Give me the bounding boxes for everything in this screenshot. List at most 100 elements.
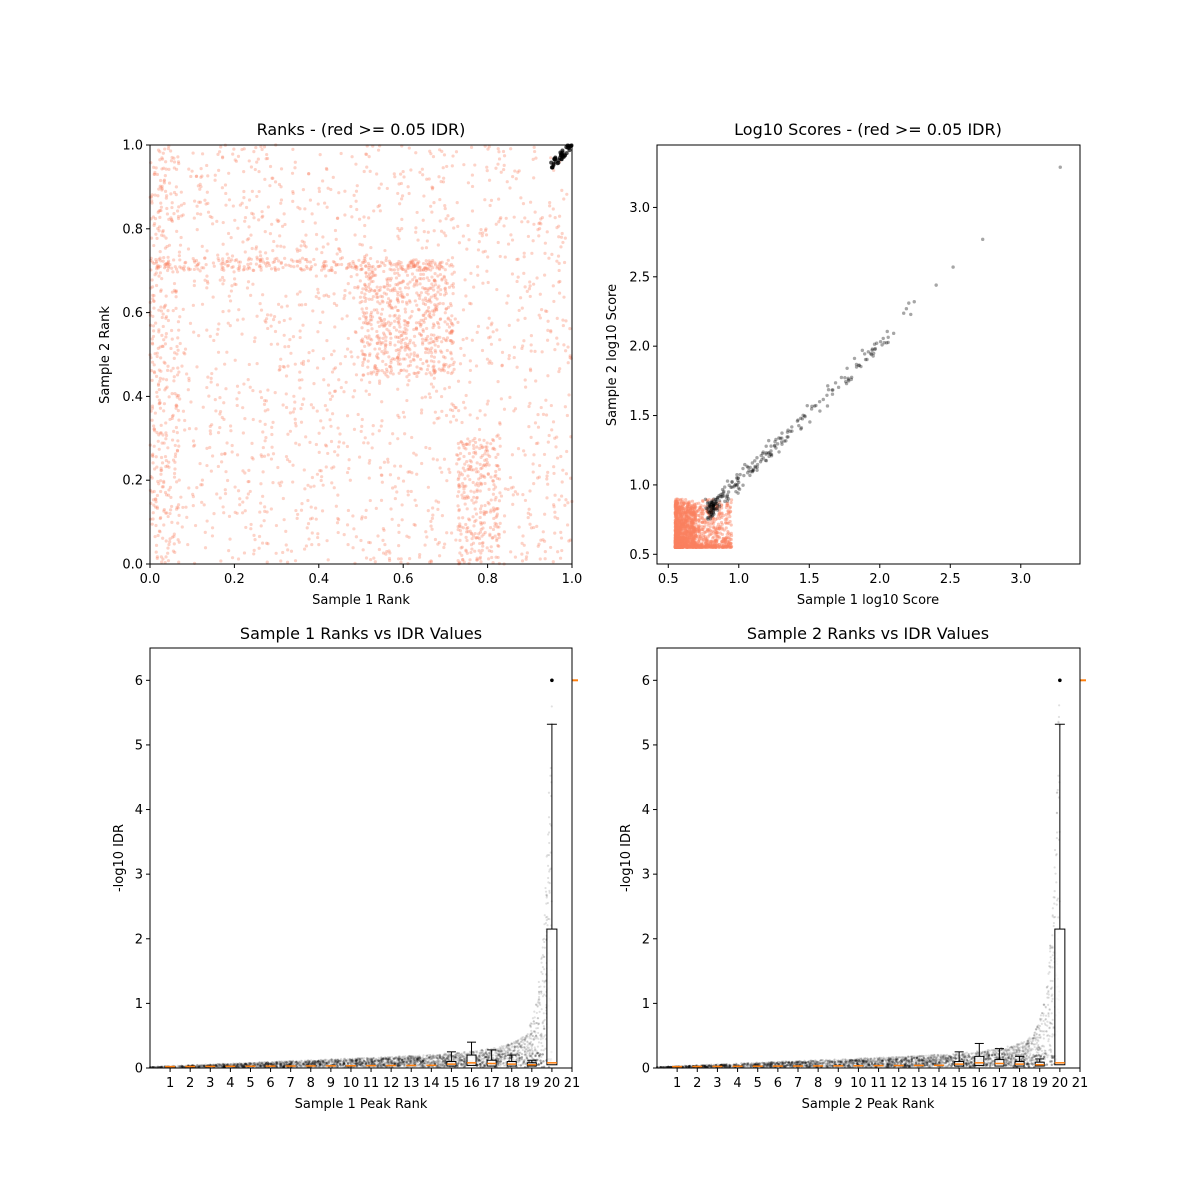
fail-point <box>375 329 379 334</box>
fail-point <box>405 328 409 332</box>
fail-point <box>524 555 529 559</box>
fail-point <box>225 350 229 354</box>
fail-point <box>482 438 486 442</box>
fail-point <box>192 279 197 283</box>
fail-point <box>415 279 419 283</box>
fail-point <box>287 344 291 349</box>
fail-point <box>457 485 461 489</box>
fail-point <box>220 460 224 464</box>
fail-point <box>494 522 499 526</box>
fail-point <box>566 345 570 349</box>
fail-point <box>246 480 250 484</box>
fail-point <box>154 500 158 504</box>
fail-point <box>376 356 380 360</box>
fail-point <box>472 495 476 499</box>
fail-point <box>421 318 425 322</box>
fail-point <box>345 523 350 527</box>
fail-point <box>470 184 475 189</box>
fail-point <box>479 551 483 555</box>
fail-point <box>158 150 162 154</box>
fail-point <box>317 543 321 547</box>
fail-point <box>249 233 253 237</box>
fail-point <box>435 339 439 343</box>
pass-point <box>797 423 801 428</box>
fail-point <box>512 215 516 219</box>
fail-point <box>240 332 244 336</box>
fail-point <box>471 438 475 442</box>
fail-point <box>422 313 426 318</box>
fail-point <box>420 337 425 341</box>
fail-point <box>474 536 478 540</box>
fail-point <box>382 291 386 295</box>
fail-point <box>682 501 687 506</box>
fail-point <box>155 351 159 355</box>
fail-point <box>409 489 413 494</box>
fail-point <box>442 545 446 550</box>
fail-point <box>354 162 358 166</box>
fail-point <box>529 200 533 204</box>
fail-point <box>195 365 199 369</box>
fail-point <box>497 532 501 537</box>
fail-point <box>710 542 714 546</box>
fail-point <box>498 338 502 342</box>
fail-point <box>450 256 455 260</box>
fail-point <box>315 366 320 370</box>
fail-point <box>262 454 267 458</box>
pass-point <box>735 473 739 477</box>
fail-point <box>444 217 448 221</box>
fail-point <box>191 439 196 443</box>
fail-point <box>205 385 209 390</box>
fail-point <box>426 267 431 271</box>
fail-point <box>166 493 171 497</box>
y-tick-label: 2.5 <box>629 270 650 285</box>
fail-point <box>543 241 547 245</box>
fail-point <box>385 186 389 191</box>
pass-point <box>723 485 727 489</box>
x-tick-label: 0.0 <box>140 572 161 587</box>
fail-point <box>683 542 688 546</box>
pass-point <box>734 489 738 494</box>
fail-point <box>164 511 168 515</box>
fail-point <box>506 294 510 298</box>
fail-point <box>157 229 161 233</box>
fail-point <box>403 432 407 436</box>
fail-point <box>251 388 255 393</box>
fail-point <box>462 487 466 491</box>
fail-point <box>424 298 428 303</box>
fail-point <box>528 284 532 288</box>
pass-point <box>878 339 883 344</box>
fail-point <box>232 277 237 281</box>
fail-point <box>155 236 159 240</box>
fail-point <box>485 165 489 169</box>
fail-point <box>229 289 233 293</box>
fail-point <box>151 324 156 328</box>
fail-point <box>270 176 274 180</box>
fail-point <box>369 312 373 317</box>
fail-point <box>522 251 526 255</box>
fail-point <box>400 292 404 297</box>
fail-point <box>167 181 172 185</box>
fail-point <box>326 383 331 387</box>
fail-point <box>397 273 401 277</box>
fail-point <box>526 234 531 239</box>
fail-point <box>159 369 163 373</box>
fail-point <box>233 510 237 514</box>
fail-point <box>413 299 417 303</box>
fail-point <box>422 277 426 281</box>
fail-point <box>363 352 367 357</box>
fail-point <box>472 490 476 494</box>
fail-point <box>449 531 454 535</box>
fail-point <box>231 152 235 156</box>
fail-point <box>380 299 384 303</box>
fail-point <box>271 481 275 485</box>
fail-point <box>155 172 160 177</box>
fail-point <box>375 369 379 373</box>
fail-point <box>475 445 479 449</box>
fail-point <box>387 302 392 306</box>
fail-point <box>325 408 329 412</box>
fail-point <box>513 490 517 494</box>
fail-point <box>153 429 157 433</box>
fail-point <box>457 241 462 245</box>
fail-point <box>152 294 156 298</box>
pass-point <box>773 443 777 448</box>
